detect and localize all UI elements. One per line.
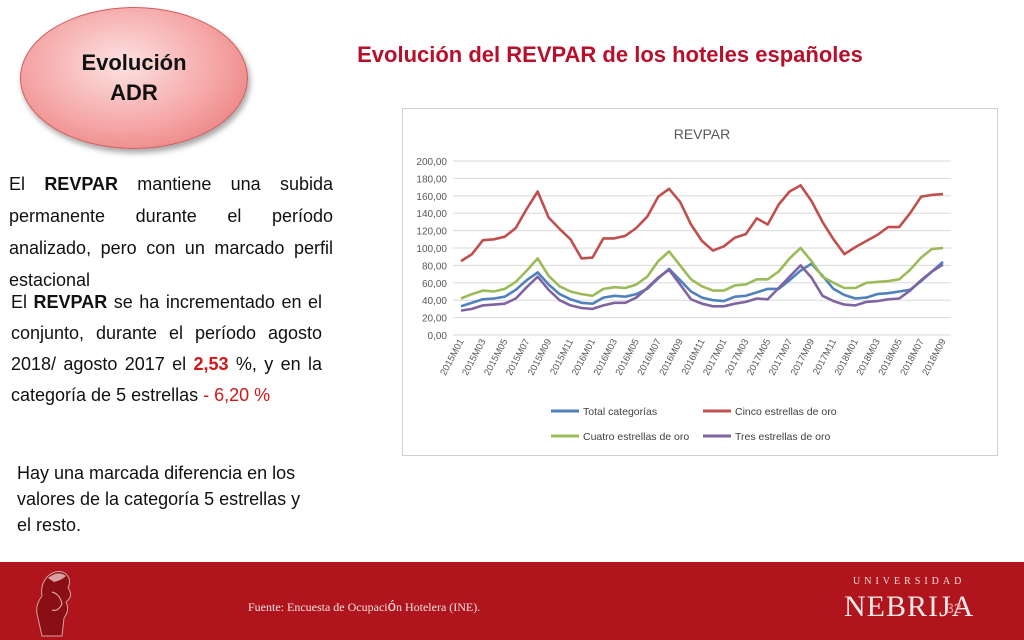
source-post: n Hotelera (INE). xyxy=(395,600,481,614)
footer-bar: Fuente: Encuesta de Ocupación Hotelera (… xyxy=(0,562,1024,640)
paragraph-incremento: El REVPAR se ha incrementado en el conju… xyxy=(11,287,322,411)
section-badge: Evolución ADR xyxy=(20,7,248,149)
series-line-3 xyxy=(460,246,944,300)
p2-pre: El xyxy=(11,292,34,312)
y-tick-label: 40,00 xyxy=(422,296,447,307)
university-label: UNIVERSIDAD xyxy=(853,576,966,587)
paragraph-estacional: El REVPAR mantiene una subida permanente… xyxy=(9,168,333,296)
y-tick-label: 140,00 xyxy=(416,209,447,220)
p2-bold-term: REVPAR xyxy=(33,292,108,312)
p2-value-5-estrellas: - 6,20 % xyxy=(203,385,271,405)
y-tick-label: 200,00 xyxy=(416,157,447,168)
p2-mid: se ha incrementado en el conjunto, duran… xyxy=(11,292,322,374)
revpar-chart: REVPAR 0,00 20,00 40,00 60,00 80,00 100,00 120,… xyxy=(402,108,998,456)
p2-value-total: 2,53 xyxy=(193,354,229,374)
series-line-4 xyxy=(460,263,944,312)
series-line-1 xyxy=(460,260,944,308)
revpar-chart-svg: REVPAR 0,00 20,00 40,00 60,00 80,00 100,00 120,… xyxy=(416,126,951,443)
legend-label: Cuatro estrellas de oro xyxy=(583,431,689,443)
y-tick-label: 160,00 xyxy=(416,192,447,203)
p1-bold-term: REVPAR xyxy=(44,174,118,194)
page-number: 32 xyxy=(946,600,962,616)
y-tick-label: 0,00 xyxy=(428,331,448,342)
y-tick-label: 100,00 xyxy=(416,244,447,255)
legend-label: Tres estrellas de oro xyxy=(735,431,830,443)
source-pre: Fuente: Encuesta de Ocupaci xyxy=(248,600,388,614)
legend-label: Cinco estrellas de oro xyxy=(735,406,837,418)
nebrija-portrait-icon xyxy=(36,570,72,637)
source-o: ó xyxy=(387,598,396,615)
badge-line-2: ADR xyxy=(110,80,158,105)
y-tick-label: 80,00 xyxy=(422,261,447,272)
p1-pre: El xyxy=(9,174,45,194)
p1-post: mantiene una subida permanente durante e… xyxy=(9,174,334,290)
y-tick-label: 180,00 xyxy=(416,174,447,185)
y-tick-label: 20,00 xyxy=(422,314,447,325)
y-tick-label: 60,00 xyxy=(422,279,447,290)
chart-title: REVPAR xyxy=(674,126,731,142)
badge-line-1: Evolución xyxy=(81,50,187,75)
p2-mid-2: %, y en la categoría de 5 estrellas xyxy=(11,354,322,405)
slide-title: Evolución del REVPAR de los hoteles espa… xyxy=(357,42,863,67)
source-note: Fuente: Encuesta de Ocupación Hotelera (… xyxy=(248,598,480,615)
series-line-2 xyxy=(460,184,944,263)
y-tick-label: 120,00 xyxy=(416,227,447,238)
legend-label: Total categorías xyxy=(583,406,657,418)
paragraph-diferencia: Hay una marcada diferencia en los valore… xyxy=(17,463,301,535)
university-logo-text: NEBRIJA xyxy=(844,590,975,623)
